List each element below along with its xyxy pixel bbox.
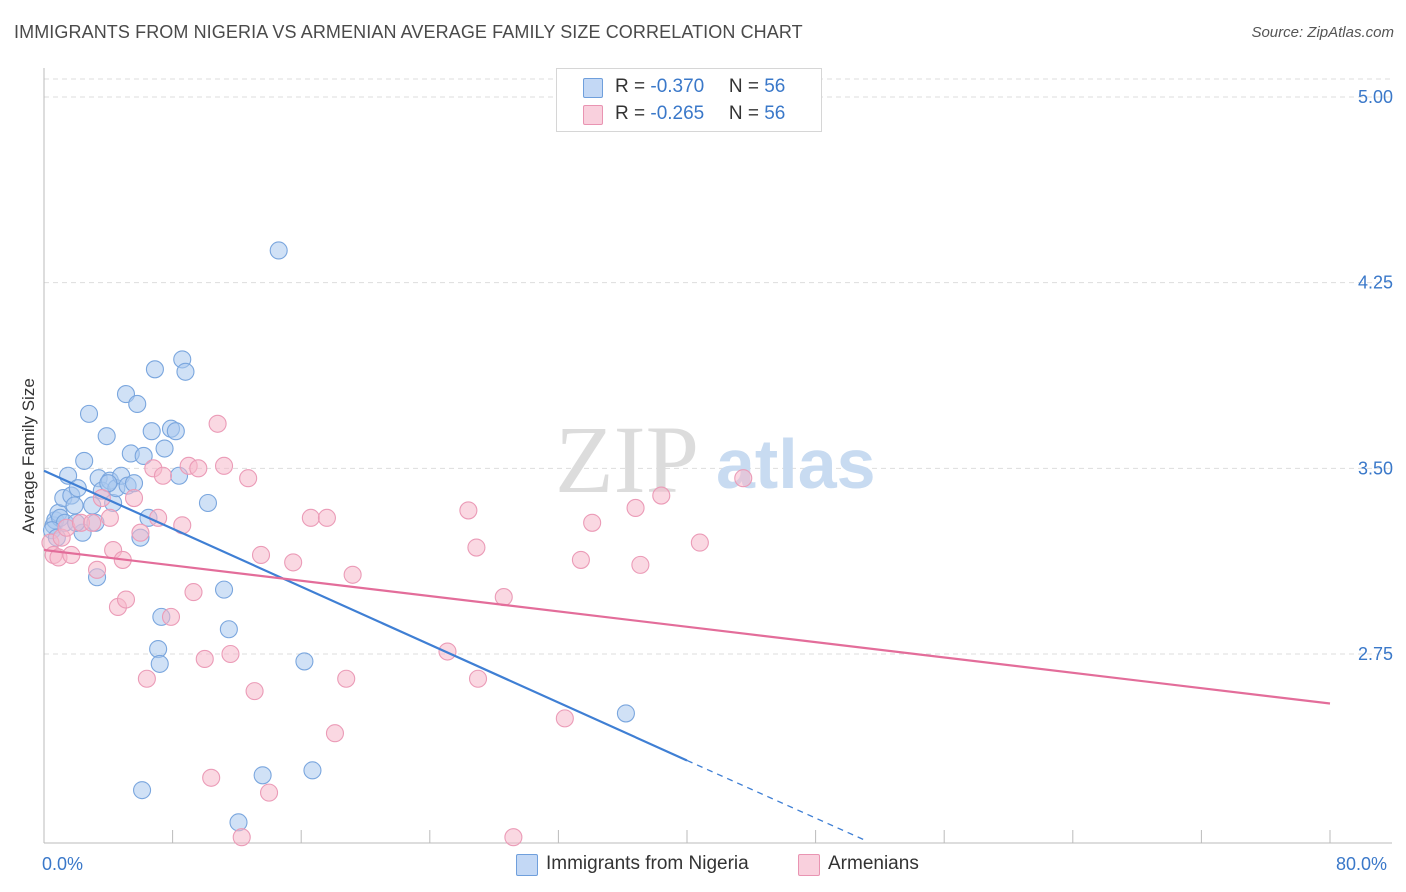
point-nigeria bbox=[142, 422, 161, 441]
point-armenians bbox=[251, 545, 271, 565]
y-axis-label: Average Family Size bbox=[19, 378, 38, 534]
point-armenians bbox=[184, 583, 203, 602]
x-tick-marks bbox=[43, 830, 1331, 843]
point-armenians bbox=[232, 828, 251, 847]
point-nigeria bbox=[229, 813, 248, 832]
point-armenians bbox=[631, 555, 650, 574]
point-nigeria bbox=[253, 766, 272, 785]
point-nigeria bbox=[145, 360, 164, 379]
trendline-armenians bbox=[43, 548, 1331, 705]
point-armenians bbox=[153, 466, 173, 485]
point-armenians bbox=[690, 533, 709, 552]
x-tick-label-max: 80.0% bbox=[1336, 854, 1387, 874]
point-nigeria bbox=[155, 439, 174, 458]
series-legend: Immigrants from Nigeria Armenians bbox=[0, 852, 1406, 878]
point-nigeria bbox=[75, 451, 94, 470]
point-nigeria bbox=[295, 652, 314, 671]
legend-r-label: R = bbox=[615, 103, 651, 124]
point-nigeria bbox=[134, 446, 153, 466]
point-armenians bbox=[195, 649, 214, 669]
trend-lines bbox=[43, 469, 1331, 841]
point-armenians bbox=[214, 456, 234, 475]
point-armenians bbox=[652, 486, 671, 505]
legend-swatch-nigeria bbox=[583, 78, 603, 98]
point-armenians bbox=[325, 724, 345, 743]
series-label-nigeria: Immigrants from Nigeria bbox=[546, 853, 749, 874]
point-armenians bbox=[284, 553, 303, 572]
point-armenians bbox=[239, 469, 258, 488]
point-armenians bbox=[100, 508, 119, 527]
point-armenians bbox=[259, 783, 279, 802]
legend-n-value-armenians: 56 bbox=[764, 103, 786, 124]
point-nigeria bbox=[150, 654, 169, 673]
chart-title: IMMIGRANTS FROM NIGERIA VS ARMENIAN AVER… bbox=[14, 22, 803, 42]
source-label: Source: ZipAtlas.com bbox=[1251, 24, 1394, 41]
point-armenians bbox=[504, 828, 523, 847]
correlation-legend: R = -0.370 N = 56 R = -0.265 N = 56 bbox=[556, 68, 822, 132]
point-armenians bbox=[468, 669, 488, 688]
point-nigeria bbox=[269, 241, 288, 260]
legend-r-value-nigeria: -0.370 bbox=[650, 76, 705, 97]
point-armenians bbox=[555, 709, 574, 728]
point-armenians bbox=[202, 768, 221, 787]
legend-r-value-armenians: -0.265 bbox=[650, 103, 705, 124]
trendline-nigeria-extension bbox=[686, 759, 865, 841]
point-nigeria bbox=[133, 781, 152, 800]
point-nigeria bbox=[616, 704, 635, 723]
watermark-atlas: atlas bbox=[716, 425, 876, 503]
point-armenians bbox=[124, 488, 144, 508]
point-armenians bbox=[583, 513, 602, 532]
point-armenians bbox=[734, 469, 753, 488]
y-tick-labels: 2.75 3.50 4.25 5.00 bbox=[1358, 87, 1393, 664]
watermark: ZIP atlas bbox=[555, 406, 876, 513]
point-armenians bbox=[189, 459, 208, 478]
point-armenians bbox=[208, 414, 227, 433]
point-armenians bbox=[221, 644, 240, 664]
x-tick-label-min: 0.0% bbox=[42, 854, 83, 874]
series-swatch-armenians bbox=[798, 854, 820, 876]
legend-r-label: R = bbox=[615, 76, 651, 97]
point-armenians bbox=[116, 590, 136, 609]
point-nigeria bbox=[166, 422, 185, 441]
y-tick-label: 3.50 bbox=[1358, 458, 1393, 478]
series-label-armenians: Armenians bbox=[828, 853, 919, 874]
legend-n-value-nigeria: 56 bbox=[764, 76, 786, 97]
point-armenians bbox=[494, 588, 513, 607]
point-nigeria bbox=[176, 362, 195, 381]
trendline-nigeria bbox=[43, 469, 688, 762]
point-nigeria bbox=[79, 404, 99, 423]
point-nigeria bbox=[128, 394, 147, 414]
point-nigeria bbox=[65, 496, 84, 515]
point-armenians bbox=[459, 501, 478, 520]
legend-swatch-armenians bbox=[583, 105, 603, 125]
point-armenians bbox=[161, 607, 181, 626]
point-nigeria bbox=[97, 427, 116, 446]
point-nigeria bbox=[198, 493, 218, 513]
point-armenians bbox=[467, 538, 486, 557]
point-armenians bbox=[83, 513, 102, 532]
point-armenians bbox=[131, 523, 150, 542]
data-points bbox=[41, 241, 753, 847]
series-swatch-nigeria bbox=[516, 854, 538, 876]
point-armenians bbox=[571, 550, 590, 569]
y-tick-label: 5.00 bbox=[1358, 87, 1393, 107]
watermark-zip: ZIP bbox=[555, 406, 699, 513]
legend-n-label: N = bbox=[728, 103, 765, 124]
point-armenians bbox=[301, 508, 320, 527]
point-armenians bbox=[317, 508, 336, 527]
grid-lines bbox=[44, 78, 1392, 655]
y-tick-label: 4.25 bbox=[1358, 273, 1393, 293]
y-tick-label: 2.75 bbox=[1358, 644, 1393, 664]
point-armenians bbox=[245, 682, 264, 701]
point-armenians bbox=[337, 669, 356, 688]
legend-n-label: N = bbox=[728, 76, 765, 97]
point-nigeria bbox=[219, 620, 238, 639]
point-armenians bbox=[626, 498, 645, 517]
point-nigeria bbox=[303, 761, 322, 780]
point-armenians bbox=[87, 560, 107, 579]
point-armenians bbox=[343, 565, 362, 584]
point-armenians bbox=[137, 669, 156, 688]
point-nigeria bbox=[214, 580, 234, 599]
